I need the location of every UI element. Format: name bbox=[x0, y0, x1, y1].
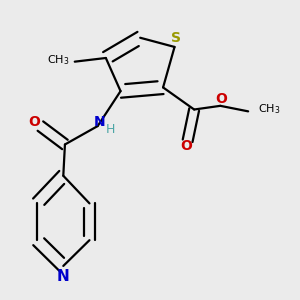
Text: CH$_3$: CH$_3$ bbox=[258, 103, 280, 116]
Text: N: N bbox=[57, 269, 70, 284]
Text: N: N bbox=[94, 115, 105, 129]
Text: CH$_3$: CH$_3$ bbox=[47, 53, 70, 67]
Text: O: O bbox=[215, 92, 227, 106]
Text: H: H bbox=[106, 122, 116, 136]
Text: O: O bbox=[28, 116, 40, 129]
Text: S: S bbox=[171, 31, 181, 45]
Text: O: O bbox=[180, 139, 192, 153]
